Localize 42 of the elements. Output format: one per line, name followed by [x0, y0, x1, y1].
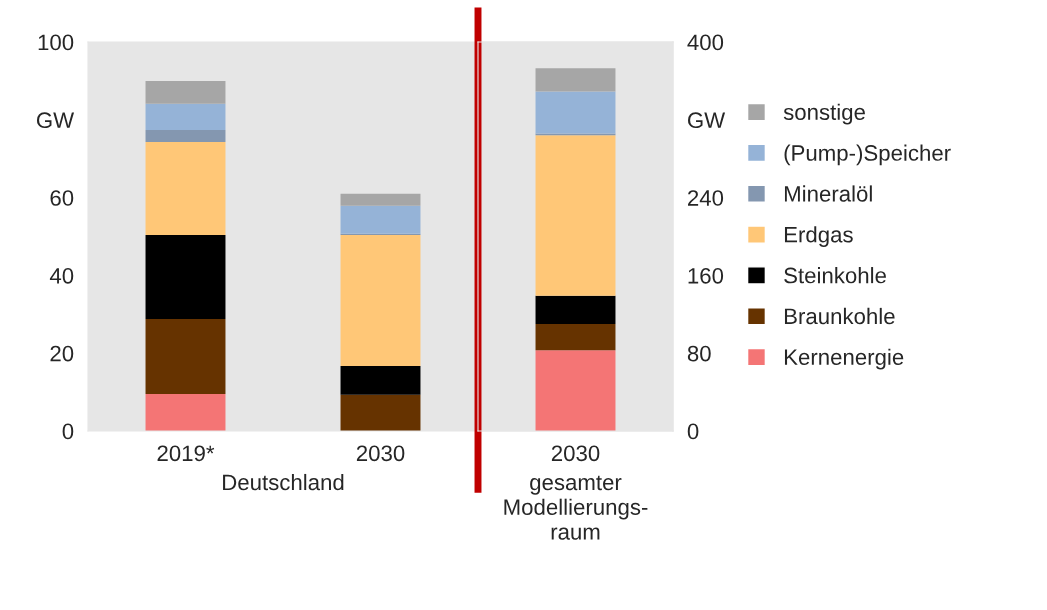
bar [145, 394, 226, 431]
legend-label: sonstige [783, 103, 865, 125]
y-tick-label: 40 [49, 267, 74, 284]
legend-label: Mineralöl [784, 185, 872, 202]
bar [535, 324, 616, 351]
x-axis-title: Deutschland [223, 473, 344, 491]
x-tick-label: 2019* [157, 445, 215, 462]
x-axis-title: gesamter Modellierungs- raum [504, 475, 648, 540]
bar [145, 103, 226, 130]
x-tick-label: 2030 [356, 445, 405, 462]
bar [145, 80, 226, 104]
y-tick-label: 0 [62, 423, 74, 440]
bar [535, 350, 616, 431]
y-tick-label: GW [36, 112, 75, 129]
y2-tick-label: 240 [688, 190, 724, 206]
bar [340, 234, 421, 367]
legend-label: Erdgas [784, 226, 853, 247]
legend-label: Kernenergie [784, 348, 904, 370]
bar [145, 318, 226, 395]
bar [145, 129, 226, 142]
bar [535, 135, 616, 296]
y-tick-label: 100 [38, 34, 74, 51]
y-tick-label: 60 [50, 190, 74, 206]
legend-label: Steinkohle [784, 267, 886, 284]
bar [145, 141, 226, 235]
y2-tick-label: GW [688, 112, 726, 129]
bar [340, 366, 421, 395]
bar [340, 193, 421, 206]
bar [340, 394, 421, 431]
bar [145, 234, 226, 319]
y2-tick-label: 80 [687, 345, 711, 362]
legend-label: Braunkohle [784, 307, 895, 325]
y-tick-label: 20 [50, 345, 74, 362]
y2-tick-label: 160 [688, 267, 724, 284]
x-tick-label: 2030 [551, 445, 600, 462]
bar [535, 295, 616, 325]
y2-tick-label: 400 [687, 34, 724, 51]
bar [535, 91, 616, 134]
bar [340, 205, 421, 234]
bar [535, 68, 616, 92]
y2-tick-label: 0 [687, 423, 699, 440]
legend-label: (Pump-)Speicher [784, 144, 951, 166]
